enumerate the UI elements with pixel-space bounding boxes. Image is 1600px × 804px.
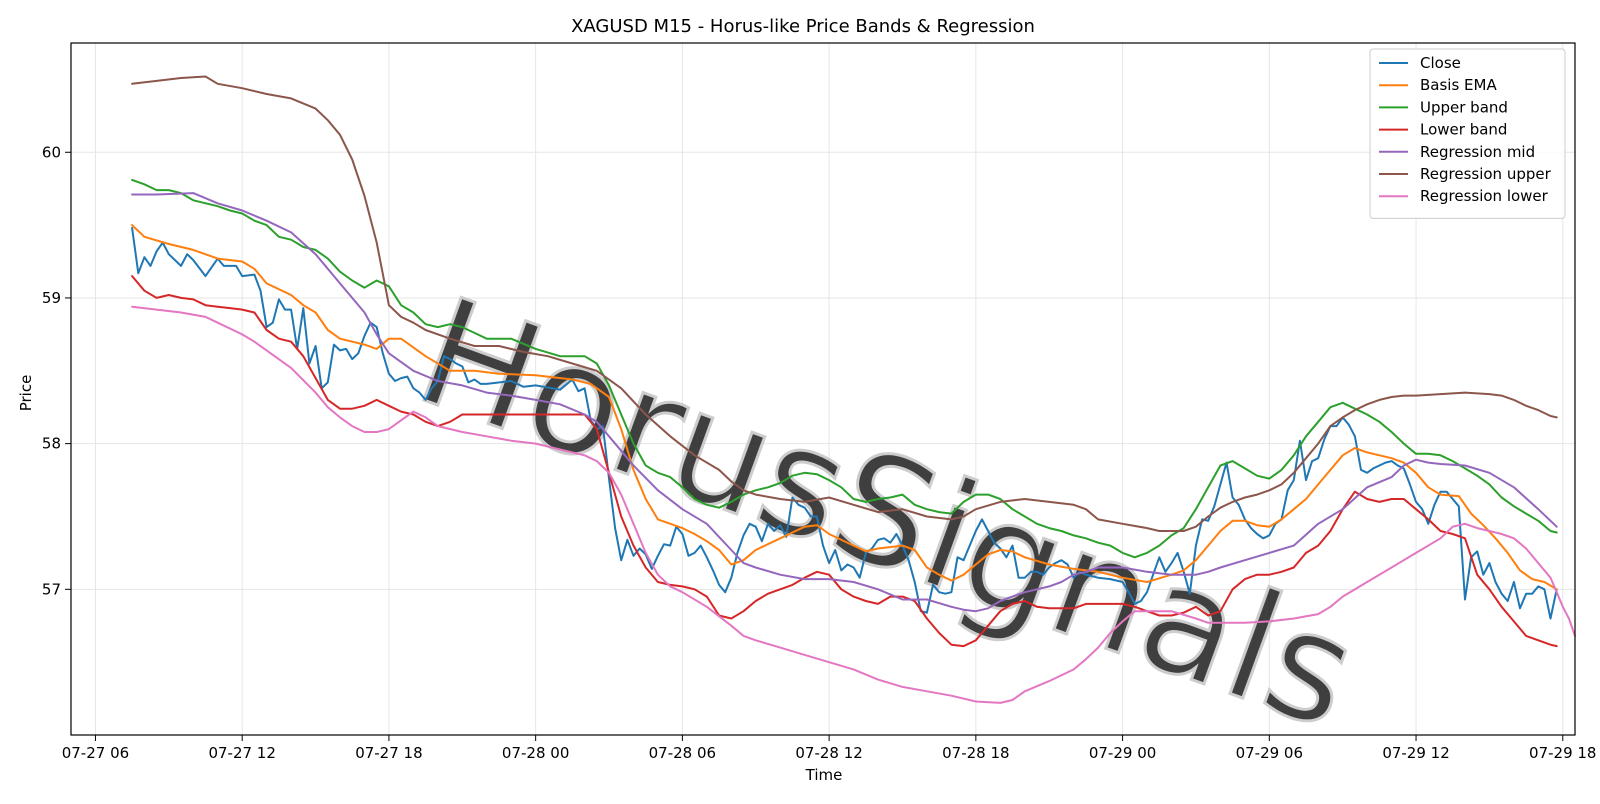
series-line-regression-upper	[131, 75, 1558, 532]
series-lines	[131, 75, 1576, 704]
y-tick-label: 58	[42, 435, 61, 453]
legend-label: Upper band	[1420, 98, 1508, 116]
grid	[71, 43, 1575, 735]
x-tick-label: 07-27 06	[62, 744, 129, 762]
legend-label: Lower band	[1420, 121, 1507, 139]
legend: Close Basis EMA Upper band Lower band Regres…	[1369, 48, 1566, 219]
series-line-lower-band	[131, 275, 1558, 648]
x-tick-label: 07-27 18	[355, 744, 422, 762]
x-tick-label: 07-28 18	[942, 744, 1009, 762]
chart-title: XAGUSD M15 - Horus-like Price Bands & Re…	[571, 16, 1035, 37]
x-tick-label: 07-29 18	[1529, 744, 1596, 762]
y-axis-label: Price	[17, 375, 35, 412]
series-line-upper-band	[131, 178, 1558, 559]
legend-label: Basis EMA	[1420, 76, 1497, 94]
series-line-regression-lower	[131, 305, 1576, 704]
x-axis-ticks: 07-27 06 07-27 12 07-27 18 07-28 00 07-28 06…	[62, 735, 1596, 762]
x-tick-label: 07-29 00	[1089, 744, 1156, 762]
y-tick-label: 57	[42, 580, 61, 598]
x-axis-label: Time	[805, 766, 843, 784]
series-line-close	[131, 227, 1558, 620]
y-axis-ticks: 57 58 59 60	[42, 143, 71, 598]
x-tick-label: 07-28 00	[502, 744, 569, 762]
series-line-regression-mid	[131, 192, 1558, 613]
x-tick-label: 07-29 06	[1236, 744, 1303, 762]
y-tick-label: 60	[42, 143, 61, 161]
legend-label: Close	[1420, 54, 1461, 72]
legend-label: Regression upper	[1420, 165, 1552, 183]
x-tick-label: 07-27 12	[208, 744, 275, 762]
legend-box	[1369, 48, 1566, 219]
legend-label: Regression mid	[1420, 143, 1535, 161]
legend-label: Regression lower	[1420, 187, 1549, 205]
x-tick-label: 07-28 12	[795, 744, 862, 762]
y-tick-label: 59	[42, 289, 61, 307]
axes-frame	[70, 42, 1576, 736]
series-line-basis-ema	[131, 224, 1558, 591]
x-tick-label: 07-28 06	[649, 744, 716, 762]
x-tick-label: 07-29 12	[1382, 744, 1449, 762]
